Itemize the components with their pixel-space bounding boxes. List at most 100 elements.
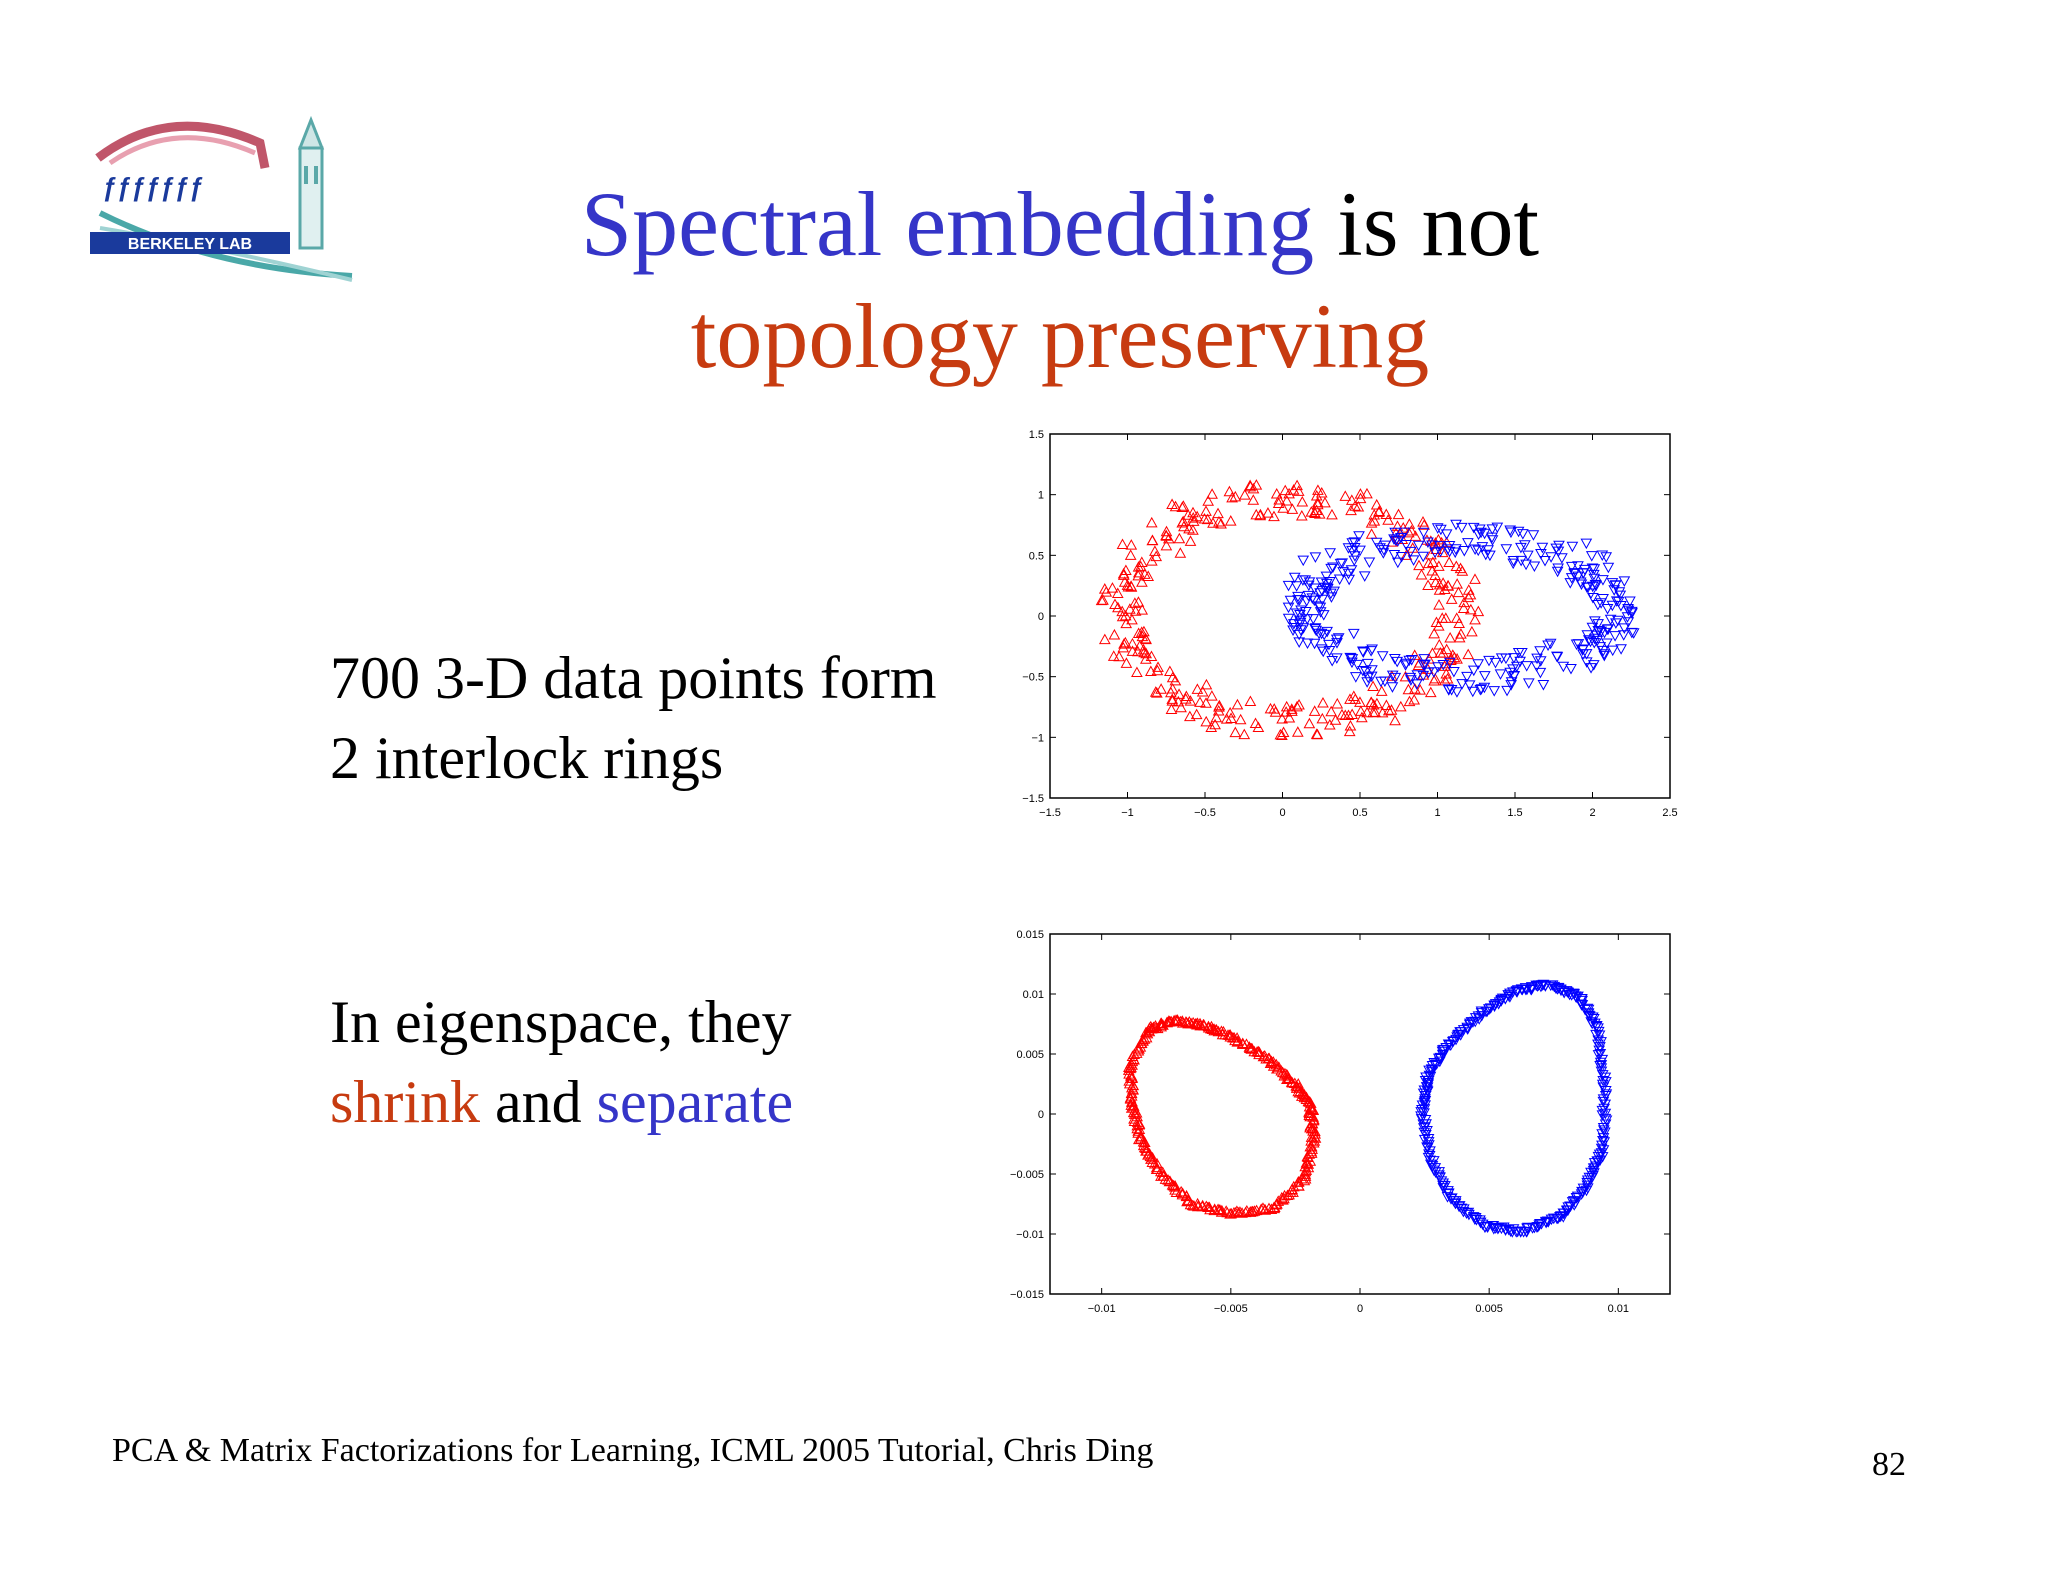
data-point (1625, 606, 1638, 618)
x-tick-label: −0.01 (1088, 1303, 1116, 1315)
data-point (1433, 578, 1446, 590)
data-point (1557, 661, 1570, 673)
data-point (1596, 550, 1609, 562)
data-point (1270, 487, 1283, 499)
data-point (1433, 584, 1446, 595)
data-point (1417, 527, 1430, 539)
data-point (1363, 557, 1376, 569)
data-point (1282, 613, 1295, 625)
data-point (1135, 556, 1148, 567)
data-point (1283, 712, 1296, 723)
data-point (1273, 493, 1286, 505)
data-point (1342, 543, 1355, 554)
data-point (1587, 660, 1600, 671)
data-point (1422, 667, 1435, 679)
data-point (1457, 1204, 1470, 1215)
data-point (1344, 719, 1357, 731)
data-point (1317, 697, 1329, 708)
data-point (1544, 638, 1557, 650)
data-point (1310, 625, 1323, 637)
data-point (1462, 591, 1475, 603)
data-point (1361, 487, 1373, 499)
data-point (1441, 672, 1454, 684)
data-point (1598, 649, 1610, 660)
data-point (1588, 564, 1601, 575)
data-point (1354, 492, 1367, 504)
data-point (1464, 603, 1477, 615)
data-point (1299, 607, 1312, 618)
data-point (1224, 706, 1236, 718)
data-point (1606, 578, 1619, 589)
data-point (1503, 991, 1515, 1002)
data-point (1472, 605, 1485, 617)
data-point (1174, 547, 1187, 558)
data-point (1599, 1085, 1612, 1097)
data-point (1581, 1180, 1594, 1192)
data-point (1494, 669, 1507, 680)
description-rings: 700 3-D data points form 2 interlock rin… (330, 638, 937, 798)
data-point (1597, 1082, 1610, 1093)
data-point (1175, 701, 1187, 713)
data-point (1357, 665, 1369, 677)
data-point (1445, 685, 1458, 696)
data-point (1124, 549, 1137, 560)
data-point (1432, 560, 1445, 571)
data-point (1389, 714, 1401, 726)
data-point (1443, 657, 1456, 669)
data-point (1293, 629, 1306, 641)
data-point (1169, 674, 1182, 686)
data-point (1501, 685, 1513, 697)
y-tick-label: −0.005 (1010, 1169, 1044, 1181)
data-point (1375, 685, 1388, 696)
data-point (1160, 530, 1173, 541)
data-point (1429, 1167, 1442, 1179)
data-point (1354, 545, 1366, 557)
data-point (1133, 1118, 1146, 1129)
x-tick-label: 0 (1357, 1303, 1363, 1315)
data-point (1307, 614, 1320, 625)
data-point (1224, 515, 1237, 526)
data-point (1136, 1033, 1149, 1045)
data-point (1425, 1067, 1438, 1078)
data-point (1546, 980, 1559, 991)
data-point (1309, 1125, 1321, 1137)
data-point (1374, 543, 1386, 554)
data-point (1461, 671, 1473, 683)
data-point (1213, 515, 1225, 527)
data-point (1146, 534, 1159, 546)
data-point (1582, 635, 1595, 646)
data-point (1437, 1180, 1449, 1192)
data-point (1187, 524, 1199, 535)
data-point (1140, 1026, 1152, 1038)
plot-frame (1049, 933, 1671, 1295)
scatter-plot-3d-rings: −1.5 −1 −0.5 0 0.5 1 1.5 2 2.5 1.5 1 0.5 0 −0.5 −1 −1.5 (1022, 429, 1677, 819)
data-point (1458, 546, 1471, 557)
data-point (1403, 695, 1416, 707)
data-point (1489, 657, 1502, 669)
data-point (1443, 546, 1456, 558)
data-point (1336, 708, 1348, 720)
data-point (1370, 537, 1383, 549)
plot-frame (1049, 433, 1671, 799)
data-point (1145, 650, 1158, 662)
data-point (1437, 659, 1450, 671)
data-point (1389, 672, 1402, 684)
data-point (1257, 1050, 1270, 1062)
data-point (1144, 665, 1157, 677)
data-point (1173, 688, 1185, 699)
data-point (1608, 585, 1621, 596)
data-point (1319, 496, 1331, 508)
data-point (1586, 581, 1599, 593)
data-point (1505, 680, 1517, 691)
title-blue-text: Spectral embedding (580, 173, 1315, 275)
logo-text: BERKELEY LAB (128, 236, 252, 253)
data-point (1299, 1160, 1312, 1172)
data-point (1475, 684, 1488, 695)
data-point (1352, 500, 1365, 512)
data-point (1126, 645, 1139, 656)
data-point (1388, 653, 1401, 665)
data-point (1385, 670, 1398, 681)
data-point (1323, 645, 1336, 657)
data-point (1597, 1075, 1610, 1087)
data-point (1382, 514, 1394, 525)
